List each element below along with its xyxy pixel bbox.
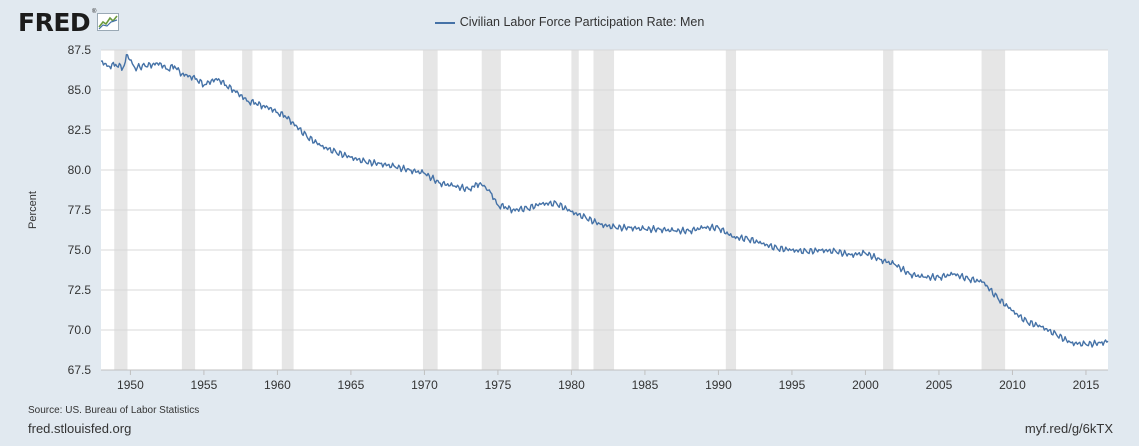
y-axis-tick-labels: 67.5 70.0 72.5 75.0 77.5 80.0 82.5 85.0 87.5: [68, 43, 92, 377]
x-axis-tick-labels: 1950 1955 1960 1965 1970 1975 1980 1985 1990 1995…: [117, 370, 1100, 392]
x-tick-label: 1975: [485, 378, 512, 392]
x-tick-label: 1985: [632, 378, 659, 392]
y-tick-label: 70.0: [68, 323, 92, 337]
legend-swatch: [434, 21, 455, 24]
x-tick-label: 2000: [852, 378, 879, 392]
x-tick-label: 2015: [1073, 378, 1100, 392]
x-tick-label: 1960: [264, 378, 291, 392]
site-link[interactable]: fred.stlouisfed.org: [28, 421, 132, 436]
y-tick-label: 77.5: [68, 203, 92, 217]
x-tick-label: 1950: [117, 378, 144, 392]
y-tick-label: 72.5: [68, 283, 92, 297]
y-axis-label: Percent: [27, 191, 39, 229]
x-tick-label: 1990: [705, 378, 732, 392]
y-tick-label: 85.0: [68, 83, 92, 97]
registered-mark: ®: [92, 9, 97, 15]
x-tick-label: 2010: [999, 378, 1026, 392]
y-tick-label: 67.5: [68, 363, 92, 377]
y-tick-label: 80.0: [68, 163, 92, 177]
x-tick-label: 1965: [338, 378, 365, 392]
x-tick-label: 2005: [926, 378, 953, 392]
legend-label: Civilian Labor Force Participation Rate:…: [459, 15, 705, 29]
y-tick-label: 82.5: [68, 123, 92, 137]
x-tick-label: 1955: [191, 378, 218, 392]
short-link[interactable]: myf.red/g/6kTX: [1024, 421, 1113, 436]
series-line-0[interactable]: [100, 54, 1109, 348]
horizontal-gridlines: [101, 49, 1108, 331]
y-tick-label: 87.5: [68, 43, 92, 57]
series-layer: [100, 54, 1109, 348]
x-tick-label: 1995: [779, 378, 806, 392]
x-tick-label: 1970: [411, 378, 438, 392]
line-chart-icon: [97, 13, 119, 31]
source-note: Source: US. Bureau of Labor Statistics: [28, 405, 200, 416]
fred-logo[interactable]: FRED: [18, 8, 91, 37]
chart-legend[interactable]: Civilian Labor Force Participation Rate:…: [0, 15, 1139, 29]
y-tick-label: 75.0: [68, 243, 92, 257]
x-tick-label: 1980: [558, 378, 585, 392]
